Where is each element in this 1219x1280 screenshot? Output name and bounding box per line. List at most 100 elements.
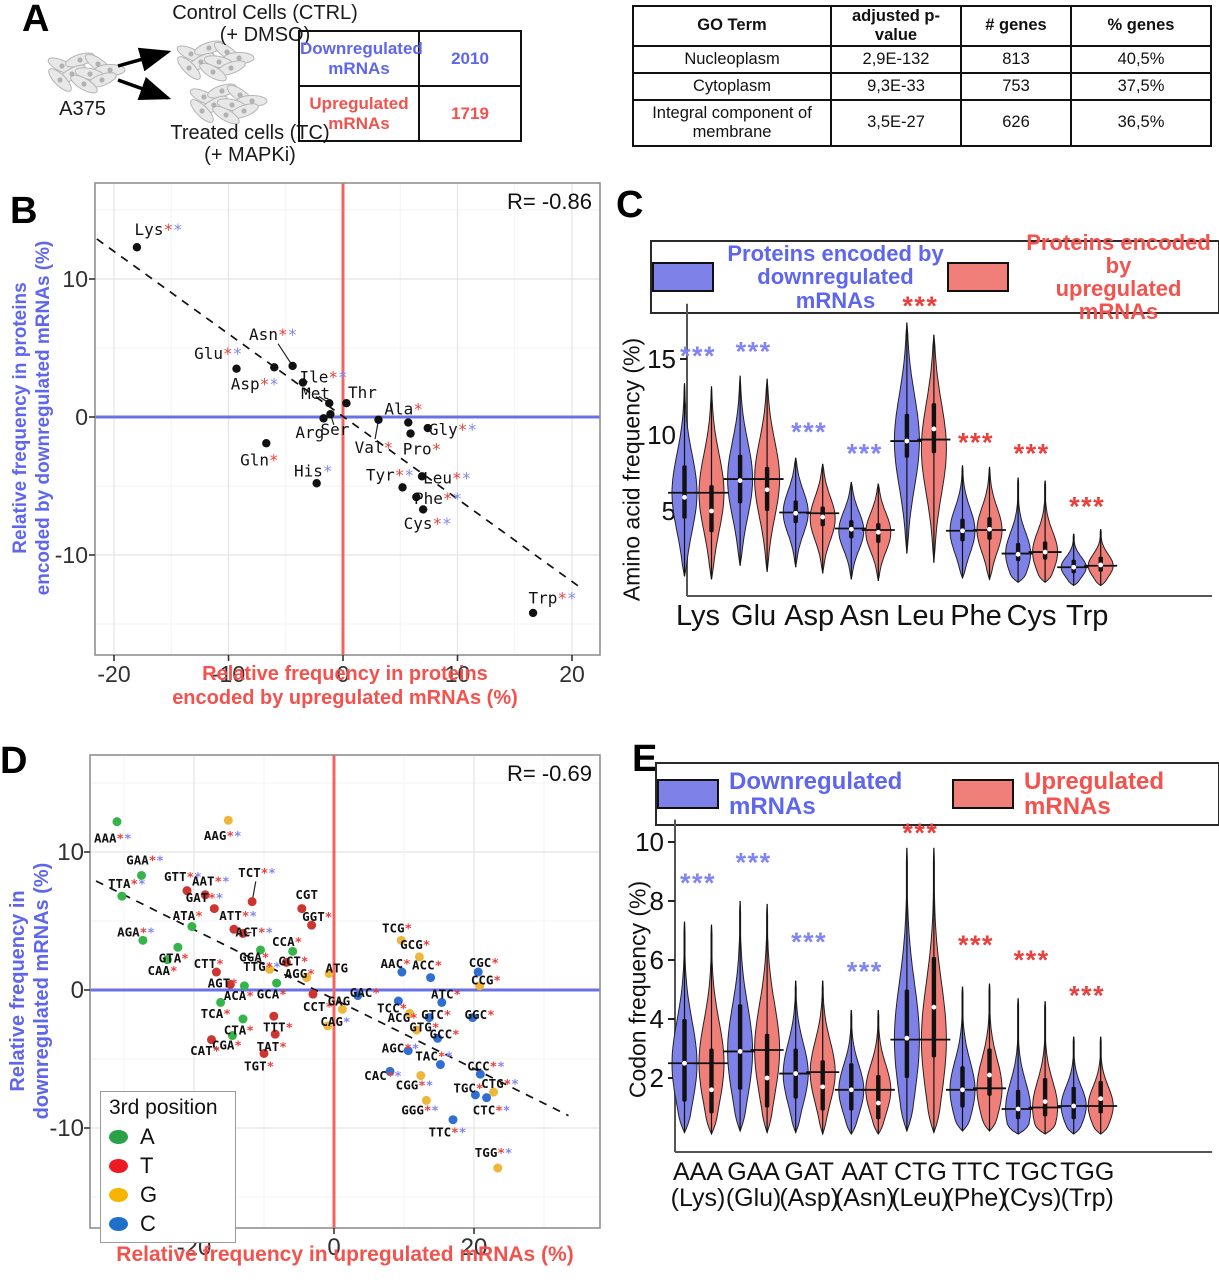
data-point-Tyr — [398, 483, 407, 492]
data-point-Met — [325, 399, 334, 408]
red-star: * — [444, 1007, 452, 1022]
red-star: * — [423, 937, 431, 952]
red-star: * — [418, 1078, 426, 1093]
red-star: * — [223, 344, 233, 363]
red-star: * — [223, 1006, 231, 1021]
iqr-bar — [1015, 1089, 1021, 1120]
y-tick-label: 0 — [75, 404, 88, 430]
red-star: * — [443, 489, 453, 508]
red-star: * — [307, 966, 315, 981]
category-label-Glu: Glu — [731, 600, 776, 632]
red-star: * — [452, 1027, 460, 1042]
iqr-bar — [904, 989, 910, 1078]
point-label-Leu: Leu** — [423, 468, 471, 487]
category-label-Leu: Leu — [896, 600, 944, 632]
blue-star: * — [173, 220, 183, 239]
data-point-CTA — [238, 1014, 248, 1024]
point-label-TGT: TGT* — [244, 1058, 274, 1073]
a375-cells-image — [45, 49, 126, 97]
panel-b-x-axis-title: Relative frequency in proteins encoded by… — [172, 663, 518, 709]
go-cell: 9,3E-33 — [830, 71, 962, 101]
data-point-ATT — [229, 924, 239, 934]
panel-c-legend: Proteins encoded by downregulated mRNAs P… — [650, 231, 1219, 323]
median-dot — [987, 526, 992, 532]
red-star: * — [208, 890, 216, 905]
category-label-AAT: (Asn) — [835, 1184, 895, 1212]
blue-star: * — [511, 1076, 519, 1091]
point-label-Ile: Ile** — [299, 368, 347, 387]
point-label-TAT: TAT* — [257, 1039, 287, 1054]
point-label-TCG: TCG* — [382, 920, 412, 935]
red-star: * — [181, 951, 189, 966]
data-point-Arg — [319, 414, 328, 423]
data-point-AGC — [403, 1046, 413, 1056]
data-point-CGC — [473, 967, 483, 977]
point-label-TCT: TCT** — [238, 865, 276, 880]
red-star: * — [140, 924, 148, 939]
red-star: * — [131, 876, 139, 891]
table-row: Upregulated mRNAs 1719 — [298, 85, 522, 142]
red-star: * — [295, 934, 303, 949]
go-cell: 3,5E-27 — [830, 98, 962, 147]
median-dot — [1042, 549, 1048, 555]
data-point-Val — [374, 415, 383, 424]
red-star: * — [286, 1020, 294, 1035]
x-tick-label: 10 — [445, 661, 471, 687]
median-dot — [737, 1049, 743, 1054]
point-label-GTT: GTT** — [164, 869, 202, 884]
significance-stars-Trp: *** — [1069, 492, 1105, 522]
blue-star: * — [323, 461, 333, 480]
blue-star: * — [431, 1102, 439, 1117]
go-cell: Nucleoplasm — [632, 44, 832, 74]
red-star: * — [226, 828, 234, 843]
point-label-AGG: AGG* — [285, 966, 315, 981]
category-label-Trp: Trp — [1066, 600, 1108, 632]
point-label-CTC: CTC** — [473, 1102, 511, 1117]
point-label-TTC: TTC** — [429, 1125, 467, 1140]
y-tick-label: 10 — [647, 420, 676, 450]
data-point-GCC — [433, 1033, 443, 1043]
y-tick-label: 0 — [71, 977, 84, 1004]
blue-star: * — [412, 1040, 420, 1055]
blue-star: * — [216, 890, 224, 905]
point-label-Thr: Thr — [348, 383, 377, 402]
median-dot — [737, 478, 743, 483]
red-star: * — [490, 1058, 498, 1073]
point-label-AAA: AAA** — [94, 831, 132, 846]
blue-star: * — [462, 468, 472, 487]
point-label-Pro: Pro* — [403, 439, 442, 458]
panel-d-letter: D — [0, 740, 28, 782]
blue-dot-icon — [109, 1216, 128, 1231]
significance-stars-Glu: *** — [736, 337, 772, 367]
data-point-Ile — [298, 378, 308, 387]
y-tick-label: 10 — [62, 266, 88, 292]
blue-star: * — [404, 466, 414, 485]
data-point-ACG — [405, 1008, 415, 1018]
panel-e-violin-plot: 2 4 6 8 10 *** AAA(Lys) *** GAA(Glu) *** GAT(Asp) *… — [635, 818, 1212, 1212]
blue-star: * — [442, 514, 452, 533]
point-label-CAA: CAA* — [147, 963, 177, 978]
red-star: * — [432, 439, 442, 458]
red-star: * — [260, 374, 270, 393]
table-row: Cytoplasm 9,3E-33 753 37,5% — [632, 71, 1212, 101]
point-label-Cys: Cys** — [404, 514, 452, 533]
x-tick-label: 20 — [461, 1234, 488, 1261]
median-dot — [931, 426, 937, 432]
median-dot — [682, 494, 687, 500]
data-point-TTA — [117, 891, 127, 901]
blue-swatch — [652, 262, 714, 292]
point-label-GTG: GTG* — [409, 1020, 439, 1035]
data-point-GAG — [337, 1004, 347, 1014]
blue-star: * — [445, 1049, 453, 1064]
median-dot — [793, 1071, 799, 1076]
median-dot — [987, 1072, 992, 1078]
plot-border — [89, 754, 601, 1229]
data-point-Glu — [232, 364, 241, 373]
data-point-ACC — [426, 973, 436, 983]
significance-stars-Asp: *** — [791, 417, 827, 447]
point-label-CAT: CAT* — [190, 1043, 220, 1058]
median-dot — [904, 438, 910, 444]
data-point-CGA — [228, 1031, 237, 1041]
go-cell: 626 — [960, 98, 1072, 147]
red-star: * — [325, 999, 333, 1014]
